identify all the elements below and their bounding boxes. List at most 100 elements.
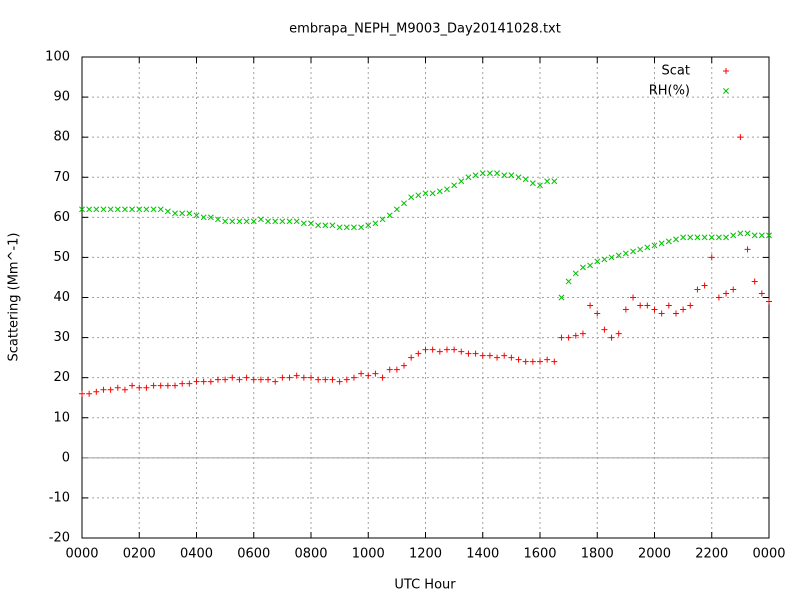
data-point [229,374,236,381]
data-point [143,206,150,213]
data-point [594,310,601,317]
data-point [265,376,272,383]
data-point [422,190,429,197]
y-tick-label: -20 [49,531,70,546]
data-point [601,326,608,333]
data-point [601,256,608,263]
data-point [150,382,157,389]
data-point [751,278,758,285]
data-point [723,234,730,241]
data-point [458,178,465,185]
x-tick-label: 1800 [581,547,614,562]
data-point [637,246,644,253]
data-point [372,220,379,227]
data-point [365,222,372,229]
y-tick-label: 90 [53,90,70,105]
data-point [243,218,250,225]
data-point [86,390,93,397]
x-tick-label: 2200 [695,547,728,562]
data-point [129,382,136,389]
data-point [766,298,772,305]
data-point [651,242,658,249]
y-tick-label: 20 [53,370,70,385]
data-point [658,310,665,317]
data-point [594,258,601,265]
data-point [236,376,243,383]
data-point [465,174,472,181]
data-point [386,212,393,219]
data-point [322,222,329,229]
data-point [86,206,93,213]
data-point [522,358,529,365]
data-point [236,218,243,225]
data-point [93,206,100,213]
data-point [229,218,236,225]
data-point [630,294,637,301]
data-point [315,222,322,229]
data-point [343,224,350,231]
data-point [350,224,357,231]
data-point [107,386,114,393]
y-axis-label: Scattering (Mm^-1) [7,232,22,361]
data-point [622,250,629,257]
data-point [744,230,751,237]
x-tick-label: 1600 [523,547,556,562]
data-point [121,206,128,213]
data-point [257,216,264,223]
data-point [715,294,722,301]
data-point [143,384,150,391]
data-point [107,206,114,213]
data-point [615,252,622,259]
data-point [207,214,214,221]
data-point [565,334,572,341]
data-point [608,254,615,261]
data-point [179,380,186,387]
data-point [200,214,207,221]
data-point [315,376,322,383]
data-point [672,310,679,317]
data-point [300,220,307,227]
data-point [422,346,429,353]
y-tick-label: -10 [49,490,70,505]
data-point [522,176,529,183]
data-point [401,200,407,207]
data-point [286,374,293,381]
data-point [529,180,536,187]
y-tick-label: 40 [53,290,70,305]
data-point [372,370,379,377]
x-tick-label: 0800 [294,547,327,562]
data-point [501,352,508,359]
data-point [551,358,558,365]
data-point [673,236,679,243]
data-point [644,302,651,309]
x-tick-label: 0000 [65,547,98,562]
data-point [193,378,200,385]
data-point [157,206,164,213]
data-point [687,302,694,309]
data-point [479,170,486,177]
data-point [687,234,694,241]
data-point [608,334,615,341]
data-point [680,234,687,241]
y-tick-label: 50 [53,250,70,265]
data-point [651,306,658,313]
data-point [393,206,400,213]
data-point [694,234,701,241]
data-point [164,208,171,215]
legend-label: Scat [662,64,690,79]
x-tick-label: 0000 [752,547,785,562]
data-point [537,182,543,189]
data-point [744,246,751,253]
data-point [630,248,636,255]
data-point [136,206,143,213]
data-point [637,302,644,309]
data-point [257,376,264,383]
data-point [136,384,143,391]
data-point [386,366,393,373]
data-point [300,374,307,381]
data-point [286,218,293,225]
data-point [408,354,415,361]
data-point [622,306,629,313]
data-point [429,190,436,197]
data-point [694,286,701,293]
